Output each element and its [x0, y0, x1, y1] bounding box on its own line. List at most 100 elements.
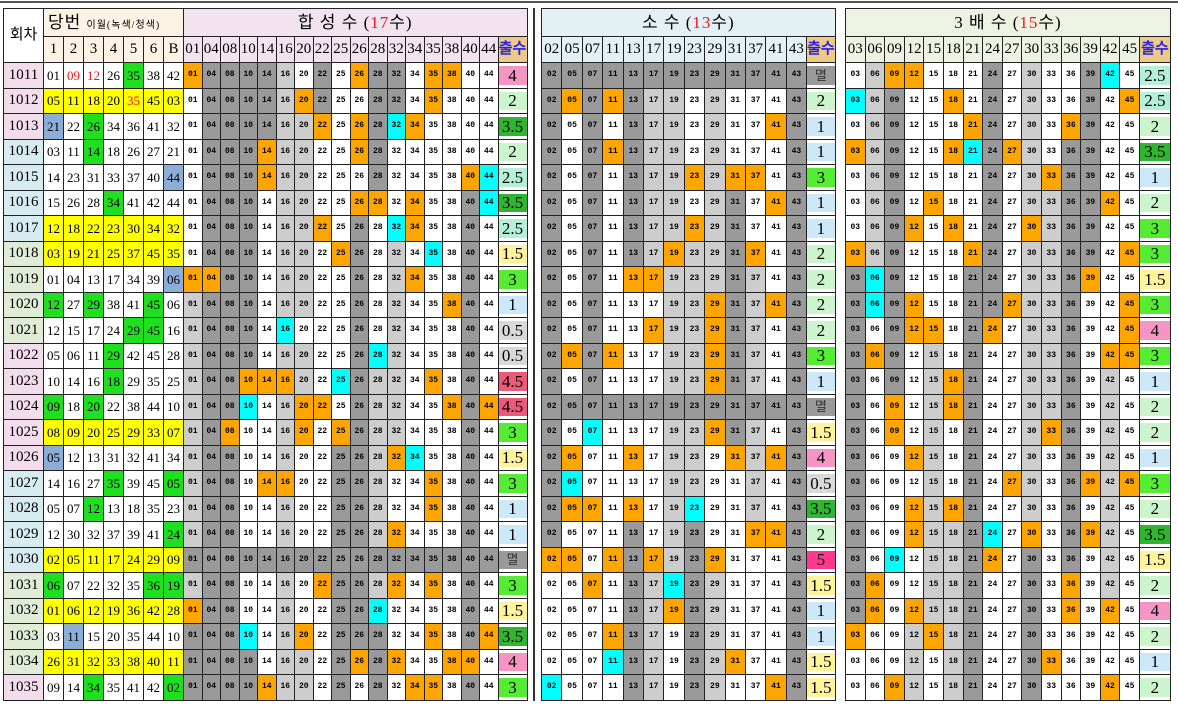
table-row: 02 05 07 11 13 17 19 23 29 31 37 41 43 2 — [540, 266, 836, 293]
hit-cell: 15 — [923, 189, 944, 216]
draw-number: 34 — [103, 113, 124, 140]
draw-number: 26 — [63, 189, 84, 216]
count-value: 4.5 — [497, 393, 528, 420]
draw-number: 44 — [143, 393, 164, 420]
grid-cell: 32 — [386, 393, 406, 420]
grid-cell: 11 — [602, 597, 624, 624]
hit-cell: 20 — [294, 393, 314, 420]
hit-cell: 09 — [884, 674, 905, 701]
column-header: 43 — [785, 36, 808, 63]
grid-cell: 18 — [942, 317, 964, 344]
grid-cell: 07 — [581, 546, 604, 573]
grid-cell: 45 — [1119, 189, 1140, 216]
grid-cell: 21 — [962, 291, 984, 318]
grid-cell: 08 — [220, 393, 240, 420]
grid-cell: 15 — [923, 393, 944, 420]
hit-cell: 04 — [201, 266, 221, 293]
grid-cell: 06 — [864, 62, 886, 89]
grid-cell: 34 — [405, 87, 425, 114]
count-value: 2 — [806, 87, 836, 114]
grid-cell: 28 — [368, 495, 388, 522]
grid-cell: 37 — [744, 87, 767, 114]
grid-cell: 04 — [201, 291, 221, 318]
bonus-number: 05 — [163, 470, 184, 497]
grid-cell: 39 — [1080, 368, 1101, 395]
grid-cell: 40 — [460, 87, 480, 114]
grid-cell: 31 — [724, 393, 746, 420]
grid-cell: 09 — [884, 648, 905, 675]
grid-cell: 07 — [581, 291, 604, 318]
grid-cell: 39 — [1080, 113, 1101, 140]
grid-cell: 07 — [581, 164, 604, 191]
grid-cell: 01 — [183, 317, 203, 344]
grid-cell: 25 — [331, 215, 351, 242]
hit-cell: 45 — [1119, 470, 1140, 497]
column-header: 09 — [884, 36, 905, 63]
draw-number: 37 — [103, 521, 124, 548]
draw-col-header: 2 — [63, 36, 84, 63]
grid-cell: 26 — [349, 597, 369, 624]
draw-number: 18 — [103, 368, 124, 395]
grid-cell: 35 — [423, 597, 443, 624]
grid-cell: 15 — [923, 215, 944, 242]
grid-cell: 14 — [257, 291, 277, 318]
grid-cell: 35 — [423, 546, 443, 573]
grid-cell: 24 — [982, 342, 1003, 369]
grid-cell: 09 — [884, 87, 905, 114]
table-row: 1031 06 07 22 32 35 36 19 01 04 08 10 14 16 20 22 25 26 28… — [3, 572, 528, 599]
table-row: 1027 14 16 27 35 39 45 05 01 04 08 10 14 16 20 22 25 26 28… — [3, 470, 528, 497]
grid-cell: 22 — [312, 189, 332, 216]
count-value: 3 — [497, 470, 528, 497]
section-title-composite: 합 성 수 (17수) — [183, 8, 528, 37]
hit-cell: 01 — [183, 266, 203, 293]
hit-cell: 21 — [962, 113, 984, 140]
grid-cell: 01 — [183, 572, 203, 599]
grid-cell: 23 — [683, 572, 706, 599]
grid-cell: 13 — [622, 419, 644, 446]
draw-number: 45 — [143, 317, 164, 344]
hit-cell: 42 — [1099, 342, 1121, 369]
hit-cell: 39 — [1080, 521, 1101, 548]
grid-cell: 39 — [1080, 546, 1101, 573]
column-header: 38 — [442, 36, 462, 63]
grid-cell: 24 — [982, 393, 1003, 420]
grid-cell: 18 — [942, 240, 964, 267]
hit-cell: 09 — [884, 393, 905, 420]
grid-cell: 37 — [744, 444, 767, 471]
grid-cell: 14 — [257, 342, 277, 369]
grid-cell: 02 — [540, 572, 563, 599]
hit-cell: 20 — [294, 87, 314, 114]
hit-cell: 09 — [884, 419, 905, 446]
hit-cell: 41 — [765, 444, 787, 471]
grid-cell: 16 — [275, 113, 295, 140]
grid-cell: 23 — [683, 419, 706, 446]
grid-cell: 24 — [982, 444, 1003, 471]
grid-cell: 23 — [683, 521, 706, 548]
grid-cell: 23 — [683, 444, 706, 471]
section-title-prime: 소 수 (13수) — [541, 8, 836, 37]
grid-cell: 06 — [864, 215, 886, 242]
grid-cell: 24 — [982, 113, 1003, 140]
hit-cell: 22 — [312, 113, 332, 140]
grid-cell: 05 — [561, 368, 583, 395]
grid-cell: 19 — [663, 623, 685, 650]
hit-cell: 26 — [349, 189, 369, 216]
grid-cell: 40 — [460, 291, 480, 318]
table-row: 1024 09 18 20 22 38 44 10 01 04 08 10 14 16 20 22 25 26 28… — [3, 393, 528, 420]
count-value: 2.5 — [1138, 62, 1171, 89]
column-header: 26 — [349, 36, 369, 63]
grid-cell: 07 — [581, 342, 604, 369]
column-header: 31 — [724, 36, 746, 63]
draw-number: 27 — [63, 291, 84, 318]
grid-cell: 17 — [642, 215, 665, 242]
grid-cell: 36 — [1060, 317, 1082, 344]
hit-cell: 18 — [942, 495, 964, 522]
grid-cell: 22 — [312, 368, 332, 395]
table-row: 02 05 07 11 13 17 19 23 29 31 37 41 43 1.5 — [540, 572, 836, 599]
grid-cell: 17 — [642, 444, 665, 471]
grid-cell: 41 — [765, 138, 787, 165]
round-number: 1014 — [3, 138, 44, 165]
draw-number: 01 — [43, 266, 64, 293]
grid-cell: 42 — [1099, 113, 1121, 140]
grid-cell: 09 — [884, 266, 905, 293]
